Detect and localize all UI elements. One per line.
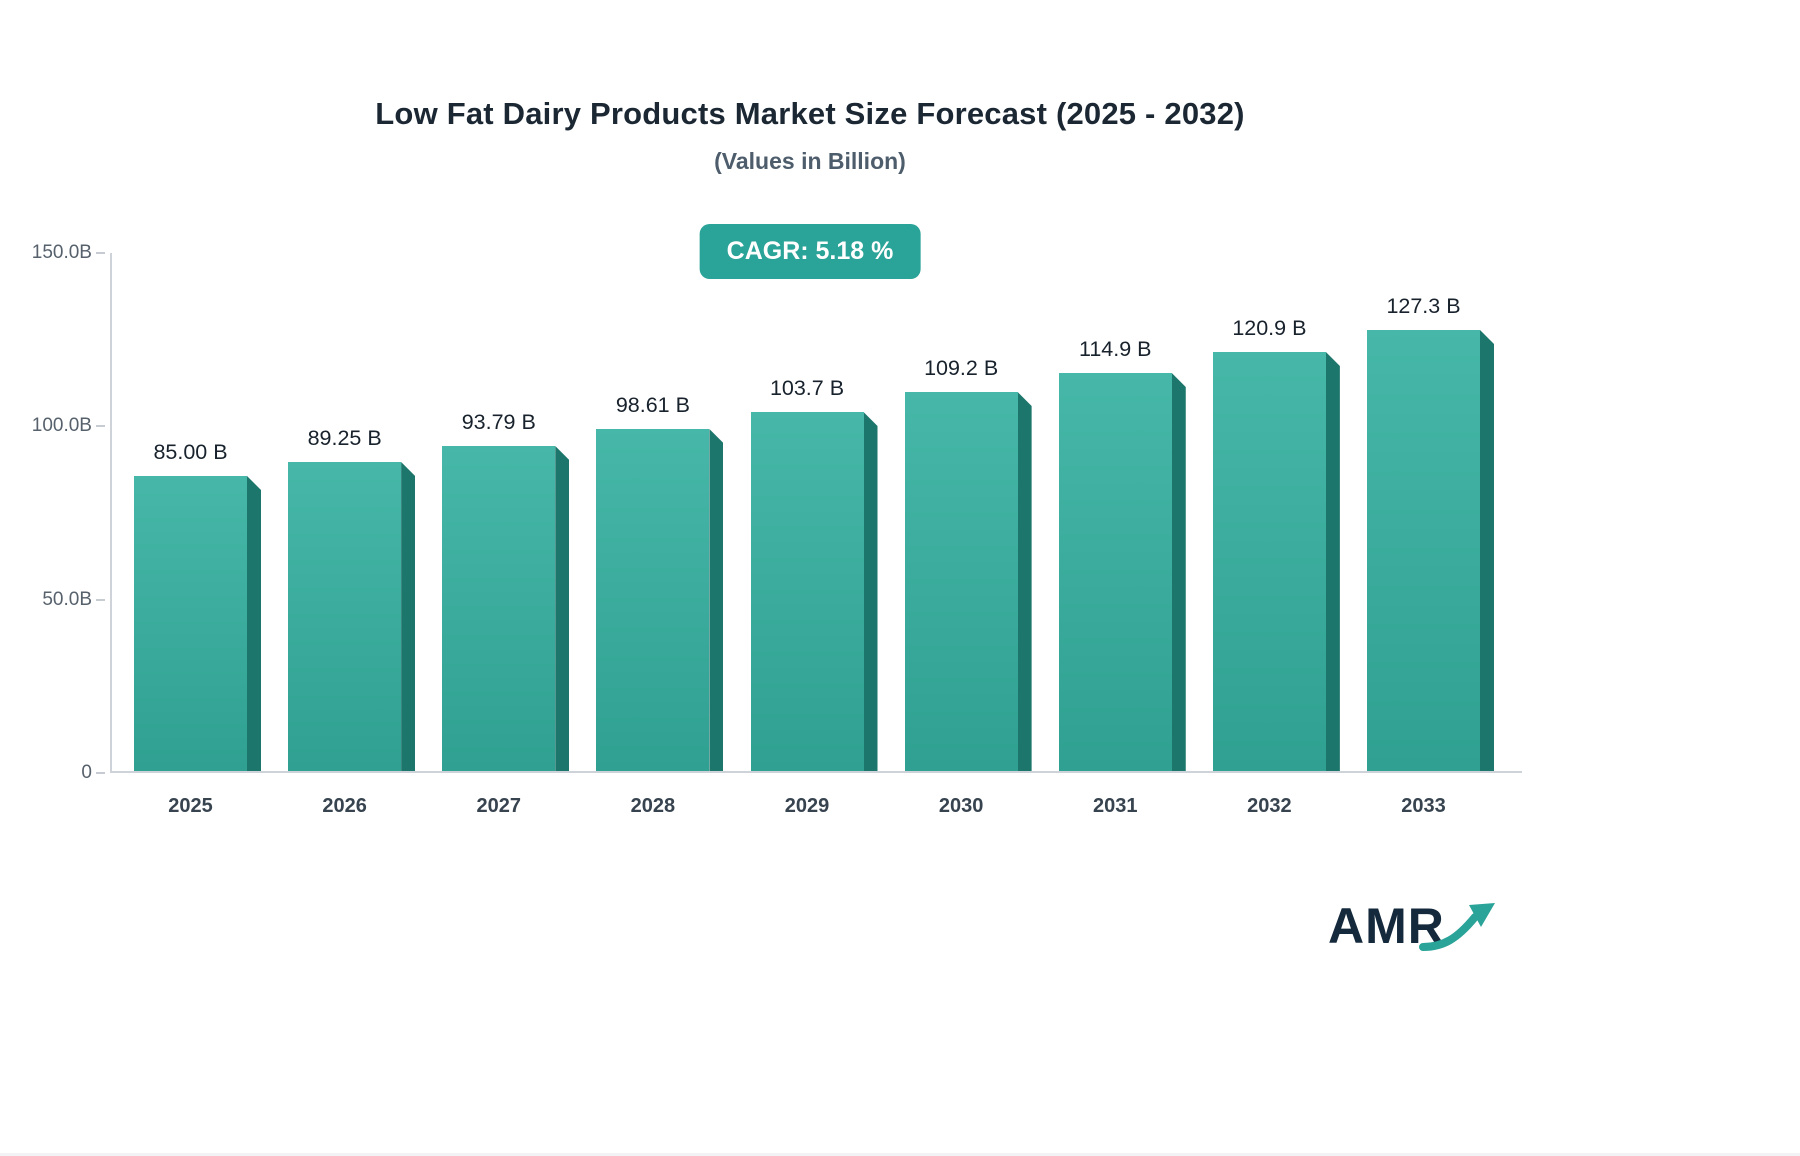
y-axis-tick-mark [96,252,105,254]
bar-value-label: 103.7 B [769,376,845,400]
x-axis-category-label: 2026 [322,795,367,817]
bar [1058,373,1172,771]
x-axis-category-label: 2029 [784,795,830,817]
bar [288,462,402,771]
x-axis-category-label: 2030 [938,795,984,817]
amr-logo: AMR [1328,897,1501,955]
bar-value-label: 93.79 B [461,410,536,434]
bar [750,412,864,771]
bar [134,476,247,771]
y-axis-tick-mark [96,598,105,601]
bar [1367,330,1480,771]
bar-3d-side [1480,330,1494,771]
x-axis-category-label: 2028 [630,795,676,817]
bar-3d-side [1017,392,1032,771]
bar-group: 98.61 B 2028 [596,393,724,817]
bar-group: 85.00 B 2025 [134,440,261,817]
x-axis-category-label: 2031 [1093,795,1138,817]
y-axis-tick-label: 0 [81,762,92,783]
chart-title: Low Fat Dairy Products Market Size Forec… [375,96,1245,131]
bar-group: 120.9 B 2032 [1212,316,1340,817]
y-axis-tick-mark [96,425,105,428]
bar [596,429,710,771]
bar-group: 127.3 B 2033 [1367,294,1494,817]
x-axis-category-label: 2033 [1401,795,1446,817]
bar-3d-side [709,429,724,771]
bar [442,446,556,771]
y-axis-tick-mark [96,772,105,774]
y-axis-tick-label: 150.0B [31,242,92,263]
chart-subtitle: (Values in Billion) [714,148,906,174]
bar-group: 114.9 B 2031 [1058,337,1186,817]
bar-3d-side [1325,352,1340,771]
plot-area: 85.00 B 2025 89.25 B 2026 93.79 B 2027 98.61 B… [32,242,1522,817]
bar-value-label: 114.9 B [1078,337,1152,361]
bar-value-label: 85.00 B [153,440,228,464]
bar-3d-side [401,462,416,771]
bar-3d-side [555,446,570,771]
y-axis-tick-label: 100.0B [31,415,92,437]
x-axis-category-label: 2032 [1247,795,1292,817]
bar-value-label: 109.2 B [924,356,999,380]
bar-3d-side [1171,373,1186,771]
bar-value-label: 127.3 B [1386,294,1461,318]
trend-arrow-icon [1418,903,1495,951]
bars-container: 85.00 B 2025 89.25 B 2026 93.79 B 2027 98.61 B… [112,253,1522,817]
bar-group: 109.2 B 2030 [904,356,1032,817]
x-axis-category-label: 2027 [476,795,522,817]
x-axis-category-label: 2025 [168,795,213,817]
y-axis-tick-label: 50.0B [42,588,92,610]
bar-group: 103.7 B 2029 [750,376,878,817]
bar-group: 93.79 B 2027 [442,410,570,817]
bar-group: 89.25 B 2026 [288,426,416,817]
bar-value-label: 120.9 B [1232,316,1307,340]
bar [904,392,1018,771]
bar-3d-side [247,476,261,771]
bar-3d-side [863,412,878,771]
bar-value-label: 98.61 B [615,393,690,417]
bar-value-label: 89.25 B [307,426,382,450]
bar [1212,352,1326,771]
cagr-badge: CAGR: 5.18 % [699,224,921,279]
